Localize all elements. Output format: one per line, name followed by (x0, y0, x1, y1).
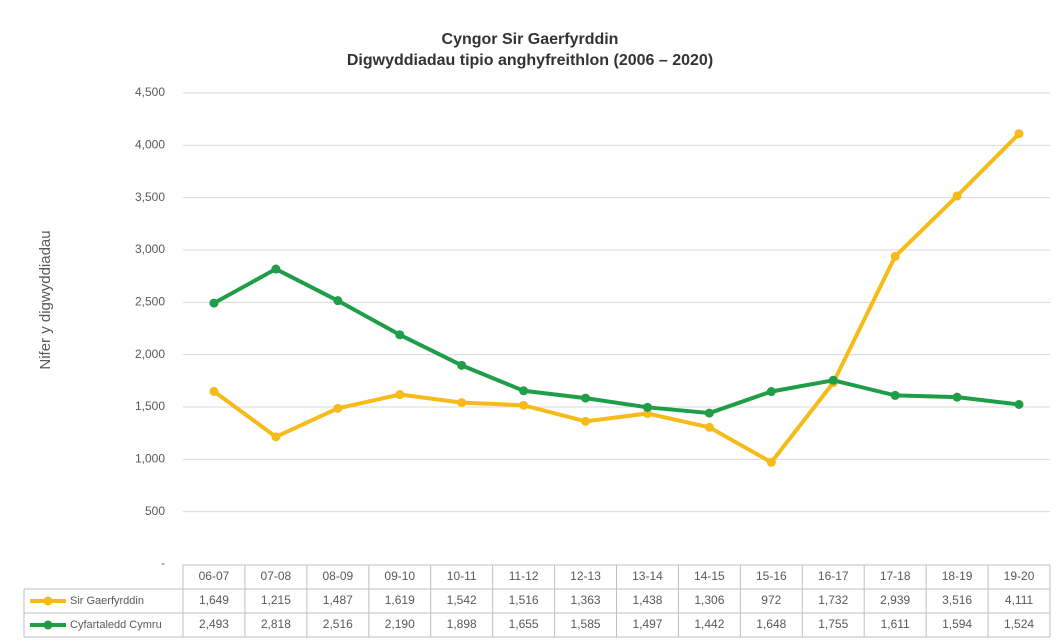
legend-marker (43, 596, 53, 606)
table-value: 1,497 (632, 617, 662, 631)
data-point (890, 251, 900, 261)
table-value: 1,619 (385, 593, 415, 607)
table-value: 1,442 (694, 617, 724, 631)
data-point (704, 422, 714, 432)
y-tick-label: 4,000 (135, 138, 165, 152)
x-tick-label: 06-07 (199, 569, 230, 583)
data-point (952, 392, 962, 402)
data-point (395, 330, 405, 340)
data-point (642, 402, 652, 412)
y-tick-label: 1,500 (135, 399, 165, 413)
data-point (271, 432, 281, 442)
data-point (457, 398, 467, 408)
y-axis-label: Nifer y digwyddiadau (37, 230, 54, 369)
y-tick-label: 1,000 (135, 452, 165, 466)
data-point (395, 390, 405, 400)
table-value: 1,438 (632, 593, 662, 607)
data-point (209, 386, 219, 396)
table-value: 1,542 (447, 593, 477, 607)
data-point (704, 408, 714, 418)
data-point (828, 375, 838, 385)
y-tick-label: 3,500 (135, 190, 165, 204)
data-point (766, 457, 776, 467)
x-tick-label: 17-18 (880, 569, 911, 583)
x-tick-label: 09-10 (384, 569, 415, 583)
y-tick-label: 3,000 (135, 242, 165, 256)
table-value: 1,516 (509, 593, 539, 607)
x-tick-label: 11-12 (509, 569, 539, 583)
data-point (333, 403, 343, 413)
table-value: 2,190 (385, 617, 415, 631)
table-value: 1,732 (818, 593, 848, 607)
x-tick-label: 10-11 (447, 569, 477, 583)
x-tick-label: 16-17 (818, 569, 849, 583)
data-point (1014, 399, 1024, 409)
table-value: 1,655 (509, 617, 539, 631)
table-value: 1,755 (818, 617, 848, 631)
legend-label: Sir Gaerfyrddin (70, 595, 144, 607)
table-value: 1,649 (199, 593, 229, 607)
x-tick-label: 15-16 (756, 569, 787, 583)
data-point (457, 360, 467, 370)
table-value: 1,487 (323, 593, 353, 607)
table-value: 1,585 (571, 617, 601, 631)
data-point (581, 393, 591, 403)
table-value: 1,594 (942, 617, 972, 631)
data-point (519, 400, 529, 410)
x-tick-label: 14-15 (694, 569, 725, 583)
x-tick-label: 07-08 (261, 569, 292, 583)
table-value: 3,516 (942, 593, 972, 607)
data-point (581, 416, 591, 426)
x-tick-label: 19-20 (1004, 569, 1035, 583)
data-point (890, 390, 900, 400)
table-value: 972 (761, 593, 781, 607)
data-point (519, 386, 529, 396)
data-point (209, 298, 219, 308)
legend-label: Cyfartaledd Cymru (70, 619, 162, 631)
table-value: 2,939 (880, 593, 910, 607)
x-tick-label: 13-14 (632, 569, 663, 583)
table-value: 2,516 (323, 617, 353, 631)
series-line (213, 267, 1020, 416)
x-tick-label: 08-09 (322, 569, 353, 583)
data-point (271, 264, 281, 274)
x-tick-label: 12-13 (570, 569, 601, 583)
table-value: 4,111 (1005, 593, 1034, 607)
legend-marker (43, 620, 53, 630)
data-point (1014, 129, 1024, 139)
table-value: 1,306 (694, 593, 724, 607)
table-value: 2,818 (261, 617, 291, 631)
chart-title: Cyngor Sir Gaerfyrddin (442, 31, 619, 48)
y-tick-label: 500 (145, 504, 165, 518)
y-tick-label: - (161, 556, 165, 570)
table-value: 1,363 (571, 593, 601, 607)
table-value: 1,648 (756, 617, 786, 631)
y-tick-label: 2,500 (135, 295, 165, 309)
data-point (766, 387, 776, 397)
table-value: 2,493 (199, 617, 229, 631)
y-tick-label: 2,000 (135, 347, 165, 361)
chart-subtitle: Digwyddiadau tipio anghyfreithlon (2006 … (347, 52, 713, 69)
table-value: 1,215 (261, 593, 291, 607)
data-point (642, 408, 652, 418)
data-point (952, 191, 962, 201)
x-tick-label: 18-19 (942, 569, 973, 583)
series-line (212, 132, 1021, 465)
table-value: 1,898 (447, 617, 477, 631)
table-value: 1,524 (1004, 617, 1034, 631)
y-tick-label: 4,500 (135, 85, 165, 99)
data-point (333, 296, 343, 306)
table-value: 1,611 (881, 617, 910, 631)
